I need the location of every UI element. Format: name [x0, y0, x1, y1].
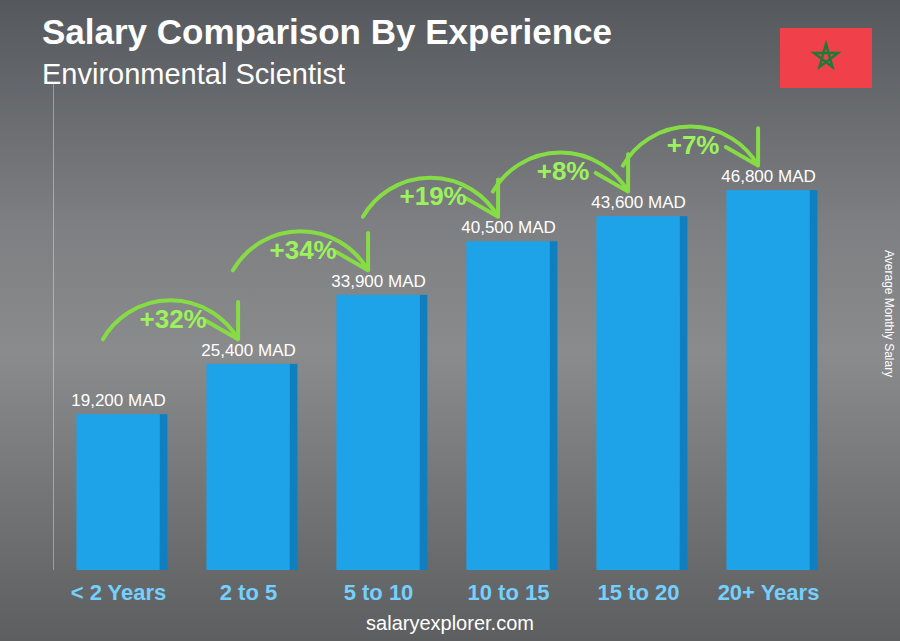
svg-text:+19%: +19%	[399, 181, 466, 211]
svg-text:46,800 MAD: 46,800 MAD	[721, 167, 816, 186]
svg-text:43,600 MAD: 43,600 MAD	[591, 193, 686, 212]
html-text:Average Monthly Salary: Average Monthly Salary	[882, 250, 896, 378]
svg-text:19,200 MAD: 19,200 MAD	[71, 391, 166, 410]
svg-text:+32%: +32%	[139, 304, 206, 334]
svg-text:< 2 Years: < 2 Years	[71, 580, 167, 605]
svg-text:+34%: +34%	[269, 235, 336, 265]
svg-text:+7%: +7%	[667, 130, 720, 160]
svg-text:+8%: +8%	[537, 156, 590, 186]
svg-text:5 to 10: 5 to 10	[344, 580, 414, 605]
svg-text:20+ Years: 20+ Years	[718, 580, 820, 605]
svg-text:33,900 MAD: 33,900 MAD	[331, 272, 426, 291]
svg-text:40,500 MAD: 40,500 MAD	[461, 218, 556, 237]
html-text:Salary Comparison By Experienc: Salary Comparison By Experience	[42, 12, 612, 51]
svg-text:2 to 5: 2 to 5	[220, 580, 277, 605]
svg-text:10 to 15: 10 to 15	[468, 580, 550, 605]
svg-text:25,400 MAD: 25,400 MAD	[201, 341, 296, 360]
html-text:Environmental Scientist: Environmental Scientist	[42, 58, 345, 90]
svg-text:15 to 20: 15 to 20	[598, 580, 680, 605]
html-text:salaryexplorer.com: salaryexplorer.com	[366, 612, 534, 634]
